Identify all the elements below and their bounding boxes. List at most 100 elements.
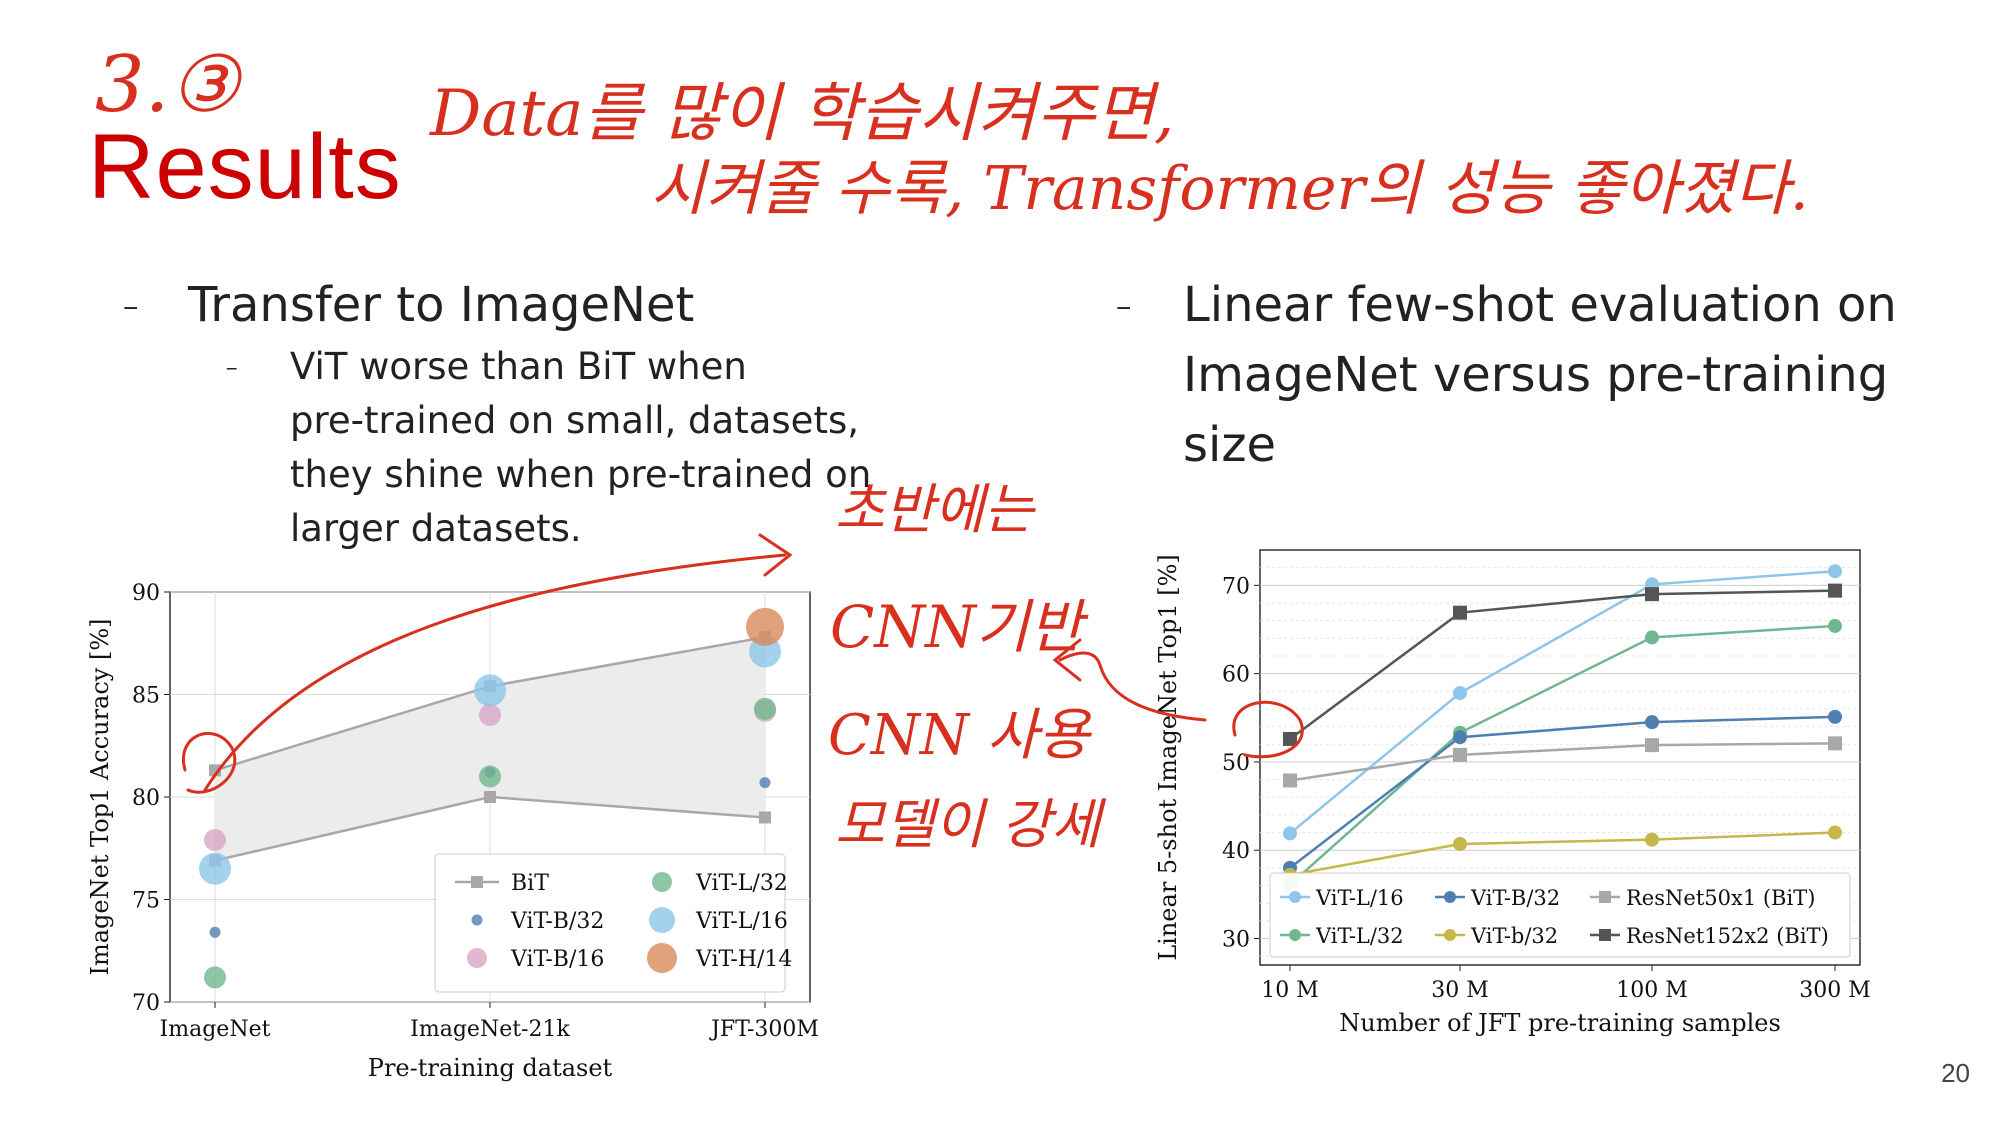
legend-marker	[1599, 929, 1611, 941]
y-tick-label: 70	[1222, 574, 1250, 599]
left-bullet: -	[122, 277, 140, 333]
legend-marker	[1289, 891, 1301, 903]
scatter-point	[204, 829, 226, 852]
series-marker	[1453, 747, 1467, 762]
scatter-point	[479, 765, 501, 788]
y-tick-label: 60	[1222, 663, 1250, 688]
legend-marker	[647, 943, 677, 973]
series-marker	[1283, 826, 1297, 841]
annotation-arrow-curve	[203, 553, 787, 792]
scatter-point	[754, 697, 776, 720]
legend-label: ViT-B/32	[1470, 886, 1560, 910]
series-marker	[1453, 686, 1467, 701]
right-bullet: -	[1115, 277, 1133, 333]
y-tick-label: 85	[132, 684, 160, 709]
page-number: 20	[1941, 1058, 1970, 1088]
y-axis-label: ImageNet Top1 Accuracy [%]	[86, 618, 114, 975]
right-heading-line: ImageNet versus pre-training	[1183, 347, 1889, 403]
x-tick-label: 30 M	[1431, 978, 1489, 1003]
legend-label: ViT-H/14	[695, 947, 792, 972]
series-marker	[1645, 587, 1659, 602]
scatter-point	[759, 777, 771, 789]
scatter-point	[199, 852, 231, 885]
handwritten-side-note-4: 모델이 강세	[835, 793, 1101, 856]
annotation-circle-resnet-10m	[1232, 700, 1304, 759]
left-sub-line: they shine when pre-trained on	[290, 453, 872, 496]
series-marker	[1645, 738, 1659, 753]
left-sub-bullet: -	[225, 345, 239, 388]
series-marker	[1283, 773, 1297, 788]
left-sub-line: larger datasets.	[290, 507, 582, 550]
series-line	[1289, 624, 1836, 886]
scatter-point	[746, 607, 784, 646]
legend-marker	[649, 907, 675, 933]
series-marker	[1828, 618, 1842, 633]
scatter-point	[204, 966, 226, 989]
transfer-imagenet-chart: 70 75 80 85 90 ImageNet ImageNet-21k JFT-300M Pr…	[86, 581, 819, 1082]
series-marker	[1828, 825, 1842, 840]
handwritten-note-line2: 시켜줄 수록, Transformer의 성능 좋아졌다.	[650, 154, 1809, 224]
series-marker	[1645, 715, 1659, 730]
x-tick-label: 10 M	[1261, 978, 1319, 1003]
series-line	[1289, 589, 1836, 740]
bit-marker	[484, 791, 496, 803]
handwritten-side-note-3: CNN 사용	[828, 703, 1090, 768]
series-marker	[1828, 709, 1842, 724]
annotation-arrow-left-head	[1052, 638, 1082, 682]
legend-label: ViT-L/32	[695, 871, 788, 896]
x-tick-label: ImageNet-21k	[410, 1017, 570, 1042]
series-marker	[1283, 731, 1297, 746]
handwritten-side-note-1: 초반에는	[835, 478, 1034, 541]
scatter-point	[474, 674, 506, 707]
series-marker	[1645, 832, 1659, 847]
right-heading: Linear few-shot evaluation on ImageNet v…	[1183, 270, 1897, 480]
legend-label: ResNet50x1 (BiT)	[1626, 886, 1815, 910]
right-heading-line: Linear few-shot evaluation on	[1183, 277, 1897, 333]
bit-marker	[759, 811, 771, 824]
series-marker	[1828, 583, 1842, 598]
y-tick-label: 30	[1222, 928, 1250, 953]
legend-box	[1269, 872, 1851, 958]
legend-label: ViT-B/16	[510, 947, 604, 972]
left-sub-line: pre-trained on small, datasets,	[290, 399, 859, 442]
annotation-arrow-left	[1058, 651, 1207, 722]
bit-band-fill	[215, 637, 765, 861]
series-marker	[1828, 564, 1842, 579]
legend-label: ViT-b/32	[1470, 924, 1558, 948]
x-tick-label: 300 M	[1799, 978, 1871, 1003]
series-line	[1289, 569, 1836, 835]
legend-marker	[1444, 891, 1456, 903]
legend-label: ResNet152x2 (BiT)	[1626, 924, 1829, 948]
series-marker	[1828, 736, 1842, 751]
legend-box	[434, 853, 786, 993]
y-tick-label: 40	[1222, 839, 1250, 864]
legend-marker	[1289, 929, 1301, 941]
y-axis-label: Linear 5-shot ImageNet Top1 [%]	[1154, 554, 1182, 961]
x-tick-label: 100 M	[1616, 978, 1688, 1003]
legend-marker	[471, 914, 483, 926]
series-marker	[1453, 730, 1467, 745]
legend-label: ViT-B/32	[510, 909, 604, 934]
left-sub-line: ViT worse than BiT when	[290, 345, 747, 388]
series-line	[1289, 742, 1836, 782]
left-sub-text: ViT worse than BiT when pre-trained on s…	[290, 340, 871, 556]
scatter-point	[209, 926, 221, 938]
x-tick-label: JFT-300M	[709, 1017, 819, 1042]
annotation-arrow-head	[758, 533, 793, 577]
handwritten-section-number: 3.③	[95, 40, 240, 130]
x-axis-label: Number of JFT pre-training samples	[1339, 1009, 1781, 1037]
legend-label: ViT-L/16	[1315, 886, 1404, 910]
legend-marker	[1444, 929, 1456, 941]
handwritten-note-line1: Data를 많이 학습시켜주면,	[430, 77, 1175, 151]
series-line	[1289, 715, 1836, 869]
y-tick-label: 70	[132, 991, 160, 1016]
y-tick-label: 80	[132, 786, 160, 811]
legend-marker	[652, 872, 672, 892]
series-marker	[1453, 837, 1467, 852]
y-tick-label: 90	[132, 581, 160, 606]
legend-marker	[1599, 891, 1611, 903]
left-heading: Transfer to ImageNet	[188, 277, 695, 333]
series-line	[1289, 831, 1836, 877]
